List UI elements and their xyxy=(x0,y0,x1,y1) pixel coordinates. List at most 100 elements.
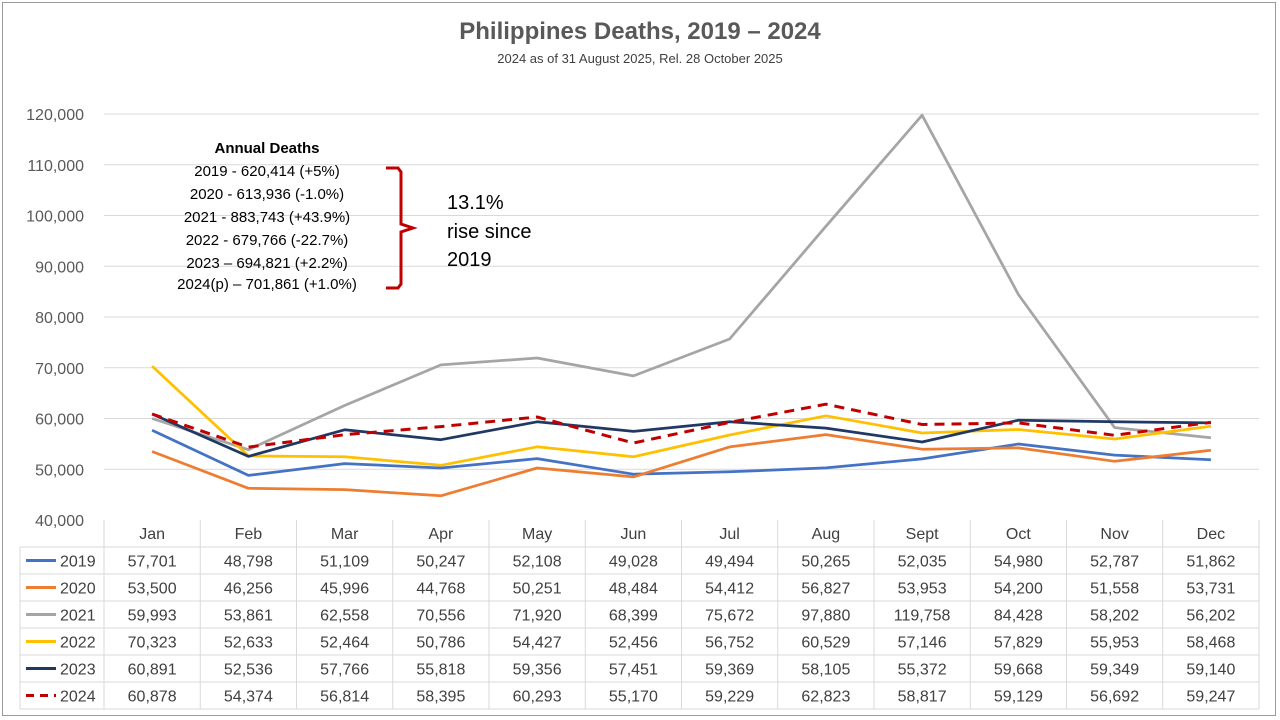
data-label: 52,035 xyxy=(898,554,947,571)
data-label: 50,265 xyxy=(801,554,850,571)
data-label: 54,412 xyxy=(705,581,754,598)
data-label: 57,766 xyxy=(320,662,369,679)
y-tick-label: 40,000 xyxy=(35,513,84,530)
data-label: 51,109 xyxy=(320,554,369,571)
x-tick-label: Mar xyxy=(331,526,359,543)
data-label: 59,229 xyxy=(705,689,754,706)
data-label: 49,494 xyxy=(705,554,754,571)
y-tick-label: 120,000 xyxy=(26,107,84,124)
data-label: 59,129 xyxy=(994,689,1043,706)
data-label: 57,451 xyxy=(609,662,658,679)
data-label: 50,251 xyxy=(513,581,562,598)
data-label: 53,731 xyxy=(1186,581,1235,598)
x-tick-label: Sept xyxy=(906,526,939,543)
data-label: 56,202 xyxy=(1186,608,1235,625)
data-label: 59,356 xyxy=(513,662,562,679)
y-tick-label: 80,000 xyxy=(35,310,84,327)
annotation-line: 2022 - 679,766 (-22.7%) xyxy=(186,232,349,249)
data-label: 52,464 xyxy=(320,635,369,652)
data-label: 62,558 xyxy=(320,608,369,625)
series-line-2019 xyxy=(151,428,1211,477)
data-label: 53,861 xyxy=(224,608,273,625)
data-label: 52,787 xyxy=(1090,554,1139,571)
data-label: 59,369 xyxy=(705,662,754,679)
data-label: 49,028 xyxy=(609,554,658,571)
y-tick-label: 110,000 xyxy=(27,158,84,175)
data-label: 62,823 xyxy=(801,689,850,706)
x-tick-label: Apr xyxy=(428,526,454,543)
annotation-line: 2019 - 620,414 (+5%) xyxy=(194,163,340,180)
series-line-2023 xyxy=(151,412,1211,458)
x-tick-label: Nov xyxy=(1100,526,1128,543)
data-label: 58,468 xyxy=(1186,635,1235,652)
y-tick-label: 60,000 xyxy=(35,412,84,429)
data-label: 56,692 xyxy=(1090,689,1139,706)
data-label: 59,247 xyxy=(1186,689,1235,706)
data-label: 51,558 xyxy=(1090,581,1139,598)
data-label: 52,536 xyxy=(224,662,273,679)
series-line-2021 xyxy=(151,113,1212,452)
legend-label: 2019 xyxy=(60,554,96,571)
data-label: 70,556 xyxy=(416,608,465,625)
data-label: 58,817 xyxy=(898,689,947,706)
annotation-line: 2021 - 883,743 (+43.9%) xyxy=(184,209,350,226)
data-label: 58,202 xyxy=(1090,608,1139,625)
y-axis: 40,000 50,000 60,000 70,000 80,000 90,000 100,… xyxy=(26,107,84,530)
data-label: 56,827 xyxy=(801,581,850,598)
x-tick-label: Oct xyxy=(1006,526,1031,543)
data-label: 55,953 xyxy=(1090,635,1139,652)
data-label: 53,500 xyxy=(128,581,177,598)
data-label: 68,399 xyxy=(609,608,658,625)
data-label: 50,786 xyxy=(416,635,465,652)
data-label: 60,529 xyxy=(801,635,850,652)
data-label: 44,768 xyxy=(416,581,465,598)
data-label: 70,323 xyxy=(128,635,177,652)
data-label: 54,374 xyxy=(224,689,273,706)
data-label: 71,920 xyxy=(513,608,562,625)
data-label: 59,993 xyxy=(128,608,177,625)
data-label: 60,878 xyxy=(128,689,177,706)
x-tick-label: Aug xyxy=(812,526,840,543)
data-label: 60,891 xyxy=(128,662,177,679)
series-line-2020 xyxy=(151,433,1212,498)
data-label: 54,200 xyxy=(994,581,1043,598)
x-tick-label: Dec xyxy=(1197,526,1225,543)
x-tick-label: Feb xyxy=(235,526,263,543)
data-label: 56,814 xyxy=(320,689,369,706)
y-tick-label: 100,000 xyxy=(26,209,84,226)
data-label: 97,880 xyxy=(801,608,850,625)
data-label: 48,484 xyxy=(609,581,658,598)
chart-title: Philippines Deaths, 2019 – 2024 xyxy=(459,18,821,45)
data-label: 53,953 xyxy=(898,581,947,598)
chart-subtitle: 2024 as of 31 August 2025, Rel. 28 Octob… xyxy=(497,51,783,66)
data-label: 48,798 xyxy=(224,554,273,571)
annotation-line: 2023 – 694,821 (+2.2%) xyxy=(186,255,347,272)
annotation-line: 2024(p) – 701,861 (+1.0%) xyxy=(177,276,357,293)
data-label: 57,701 xyxy=(128,554,177,571)
data-label: 60,293 xyxy=(513,689,562,706)
data-label: 54,980 xyxy=(994,554,1043,571)
data-label: 57,146 xyxy=(898,635,947,652)
annotation-title: Annual Deaths xyxy=(214,140,319,157)
data-label: 54,427 xyxy=(513,635,562,652)
annotation-line: 2020 - 613,936 (-1.0%) xyxy=(190,186,344,203)
y-tick-label: 90,000 xyxy=(35,259,84,276)
x-tick-label: Jun xyxy=(620,526,646,543)
legend-label: 2020 xyxy=(60,581,96,598)
data-label: 52,633 xyxy=(224,635,273,652)
legend-label: 2022 xyxy=(60,635,96,652)
data-label: 52,456 xyxy=(609,635,658,652)
legend-label: 2021 xyxy=(60,608,96,625)
y-tick-label: 70,000 xyxy=(35,361,84,378)
data-label: 59,349 xyxy=(1090,662,1139,679)
callout-line: 13.1% xyxy=(447,192,504,214)
data-label: 59,140 xyxy=(1186,662,1235,679)
data-label: 56,752 xyxy=(705,635,754,652)
data-label: 84,428 xyxy=(994,608,1043,625)
data-label: 51,862 xyxy=(1186,554,1235,571)
x-tick-label: May xyxy=(522,526,552,543)
series-lines xyxy=(151,113,1212,498)
x-tick-label: Jan xyxy=(139,526,165,543)
data-label: 45,996 xyxy=(320,581,369,598)
